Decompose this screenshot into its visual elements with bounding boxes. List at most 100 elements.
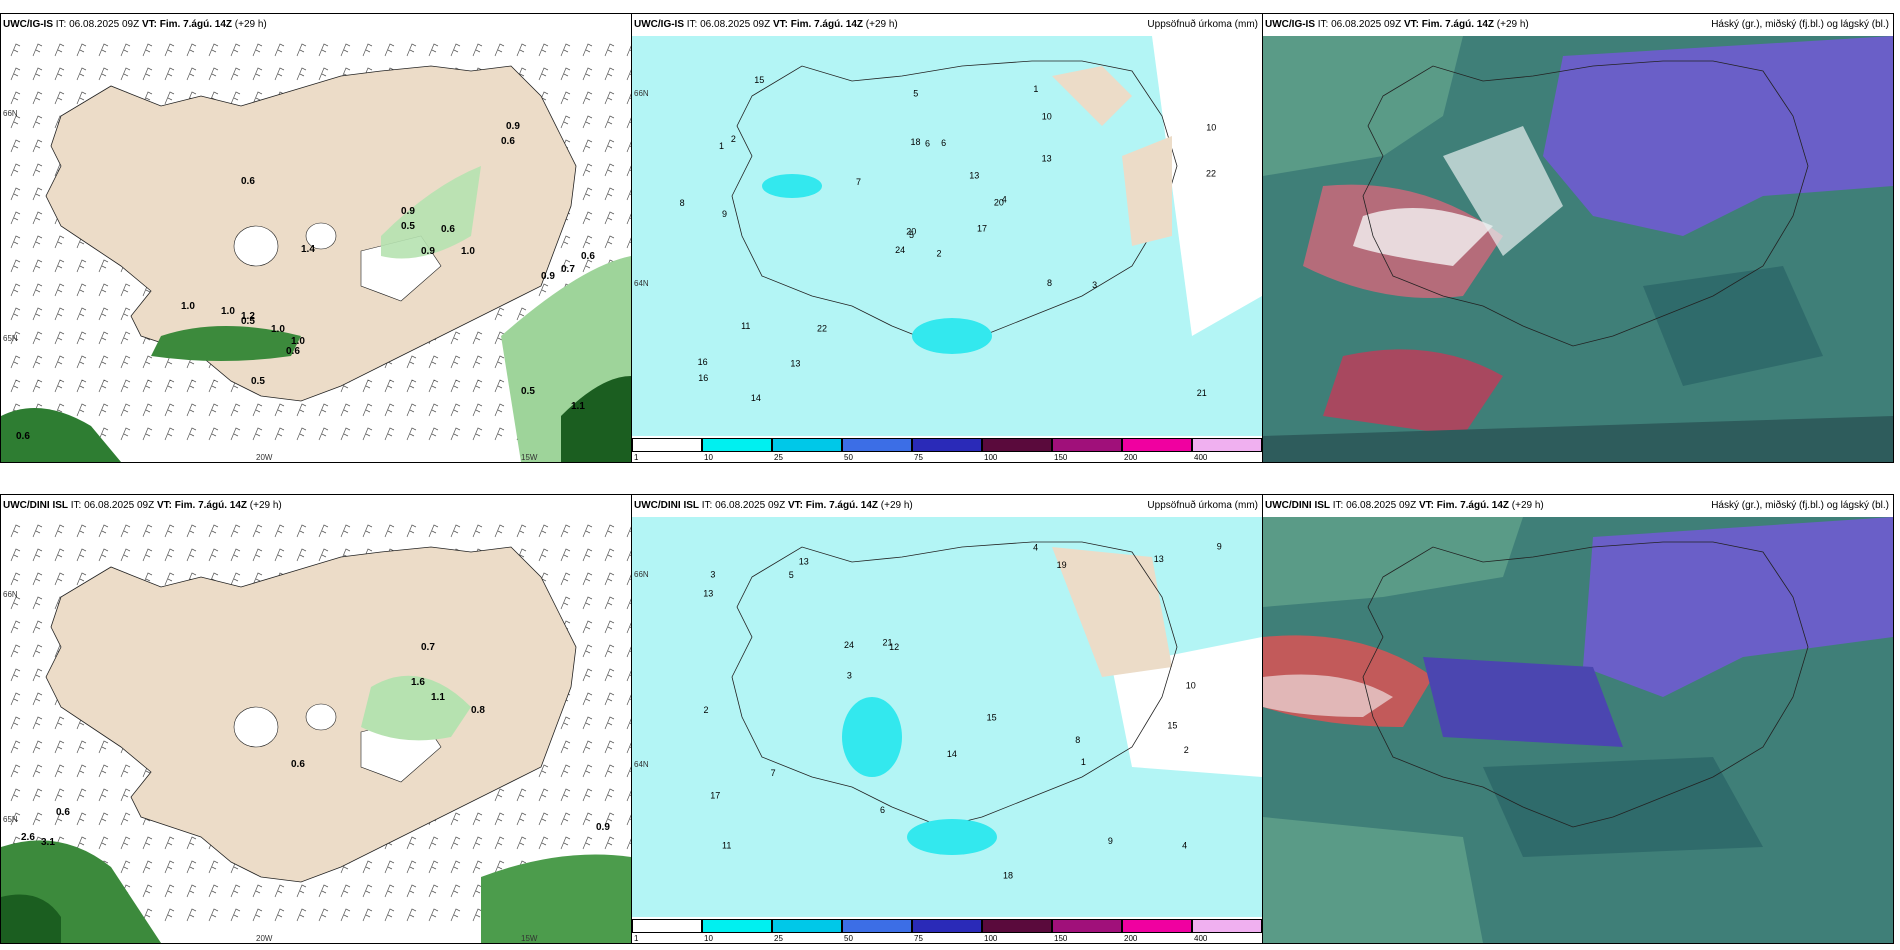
wind-barb	[582, 788, 593, 802]
wind-barb	[76, 355, 87, 369]
wind-barb	[296, 884, 307, 898]
precip-number: 10	[1042, 112, 1052, 122]
wind-barb	[32, 91, 43, 105]
wind-barb	[384, 427, 395, 441]
precip-number: 3	[1092, 280, 1097, 290]
colorbar-label: 400	[1194, 934, 1208, 943]
wind-barb	[560, 43, 571, 57]
wind-barb	[98, 67, 109, 81]
precip-number: 5	[913, 89, 918, 99]
precip-number: 3	[847, 671, 852, 681]
precip-value: 2.6	[21, 832, 35, 843]
it-label: IT:	[55, 19, 67, 30]
wind-barb	[604, 139, 615, 153]
wind-barb	[10, 43, 21, 57]
svg-text:65N: 65N	[3, 334, 18, 343]
precip-number: 17	[977, 224, 987, 234]
model-name: UWC/DINI ISL	[634, 500, 699, 511]
wind-barb	[76, 572, 87, 586]
wind-barb	[10, 524, 21, 538]
wind-barb	[32, 596, 43, 610]
precip-value: 0.5	[401, 221, 415, 232]
wind-barb	[142, 884, 153, 898]
precip-value: 0.7	[421, 642, 435, 653]
wind-barb	[76, 403, 87, 417]
wind-barb	[582, 596, 593, 610]
colorbar-swatch	[632, 919, 702, 933]
wind-barb	[472, 860, 483, 874]
panel-header: UWC/DINI ISL IT: 06.08.2025 09Z VT: Fim.…	[632, 495, 1262, 517]
wind-barb	[142, 524, 153, 538]
wind-barb	[54, 43, 65, 57]
wind-barb	[406, 908, 417, 922]
model-name: UWC/IG-IS	[3, 19, 53, 30]
wind-barb	[98, 355, 109, 369]
wind-barb	[32, 668, 43, 682]
precip-number: 7	[856, 177, 861, 187]
colorbar-label: 50	[844, 934, 853, 943]
wind-barb	[230, 403, 241, 417]
precip-number: 5	[789, 570, 794, 580]
precip-numbers: 2151620221610171521910241314181311716136…	[680, 75, 1217, 403]
precip-number: 2	[731, 134, 736, 144]
wind-barb	[582, 43, 593, 57]
it-value: 06.08.2025 09Z	[1331, 19, 1402, 30]
wind-barb	[32, 187, 43, 201]
wind-barb	[252, 908, 263, 922]
wind-barb	[10, 644, 21, 658]
wind-barb	[274, 548, 285, 562]
precip-number: 5	[909, 230, 914, 240]
wind-barb	[10, 572, 21, 586]
vt-value: Fim. 7.ágú. 14Z	[159, 19, 232, 30]
wind-barb	[582, 259, 593, 273]
wind-barb	[120, 788, 131, 802]
precip-number: 17	[710, 791, 720, 801]
svg-text:20W: 20W	[256, 453, 273, 462]
panel-title: Háský (gr.), miðský (fj.bl.) og lágský (…	[1711, 500, 1889, 511]
wind-barb	[582, 115, 593, 129]
wind-barb	[54, 307, 65, 321]
colorbar-label: 25	[774, 934, 783, 943]
precip-number: 21	[1197, 388, 1207, 398]
panel-precip-igis: UWC/IG-IS IT: 06.08.2025 09Z VT: Fim. 7.…	[631, 13, 1263, 463]
wind-barb	[582, 139, 593, 153]
precip-number: 24	[895, 245, 905, 255]
wind-barb	[560, 548, 571, 562]
wind-barb	[626, 646, 631, 658]
wind-barb	[120, 355, 131, 369]
wind-barb	[274, 67, 285, 81]
wind-barb	[626, 237, 631, 249]
model-name: UWC/DINI ISL	[1265, 500, 1330, 511]
wind-barb	[560, 764, 571, 778]
cloud-map	[1263, 36, 1893, 462]
wind-barb	[626, 622, 631, 634]
wind-barb	[626, 93, 631, 105]
wind-barb	[340, 427, 351, 441]
lead-time: (+29 h)	[234, 19, 267, 30]
wind-barb	[406, 427, 417, 441]
panel-precip-dini: UWC/DINI ISL IT: 06.08.2025 09Z VT: Fim.…	[631, 494, 1263, 944]
panel-title: Uppsöfnuð úrkoma (mm)	[1147, 500, 1258, 511]
wind-barb	[186, 43, 197, 57]
wind-barb	[428, 524, 439, 538]
vt-label: VT:	[787, 500, 803, 511]
wind-barb	[604, 788, 615, 802]
wind-barb	[32, 644, 43, 658]
wind-barb	[208, 43, 219, 57]
wind-barb	[252, 427, 263, 441]
colorbar: 1 10 25 50 75 100 150 200 400	[632, 436, 1262, 462]
wind-barb	[318, 67, 329, 81]
wind-barb	[450, 379, 461, 393]
wind-barb	[120, 427, 131, 441]
vt-label: VT:	[156, 500, 172, 511]
wind-barb	[54, 91, 65, 105]
wind-barb	[516, 788, 527, 802]
wind-barb	[54, 812, 65, 826]
wind-barb	[76, 740, 87, 754]
wind-barb	[428, 908, 439, 922]
wind-barb	[516, 307, 527, 321]
precip-number: 2	[1184, 745, 1189, 755]
lead-time: (+29 h)	[1511, 500, 1544, 511]
wind-barb	[164, 572, 175, 586]
precip-number: 1	[1081, 757, 1086, 767]
